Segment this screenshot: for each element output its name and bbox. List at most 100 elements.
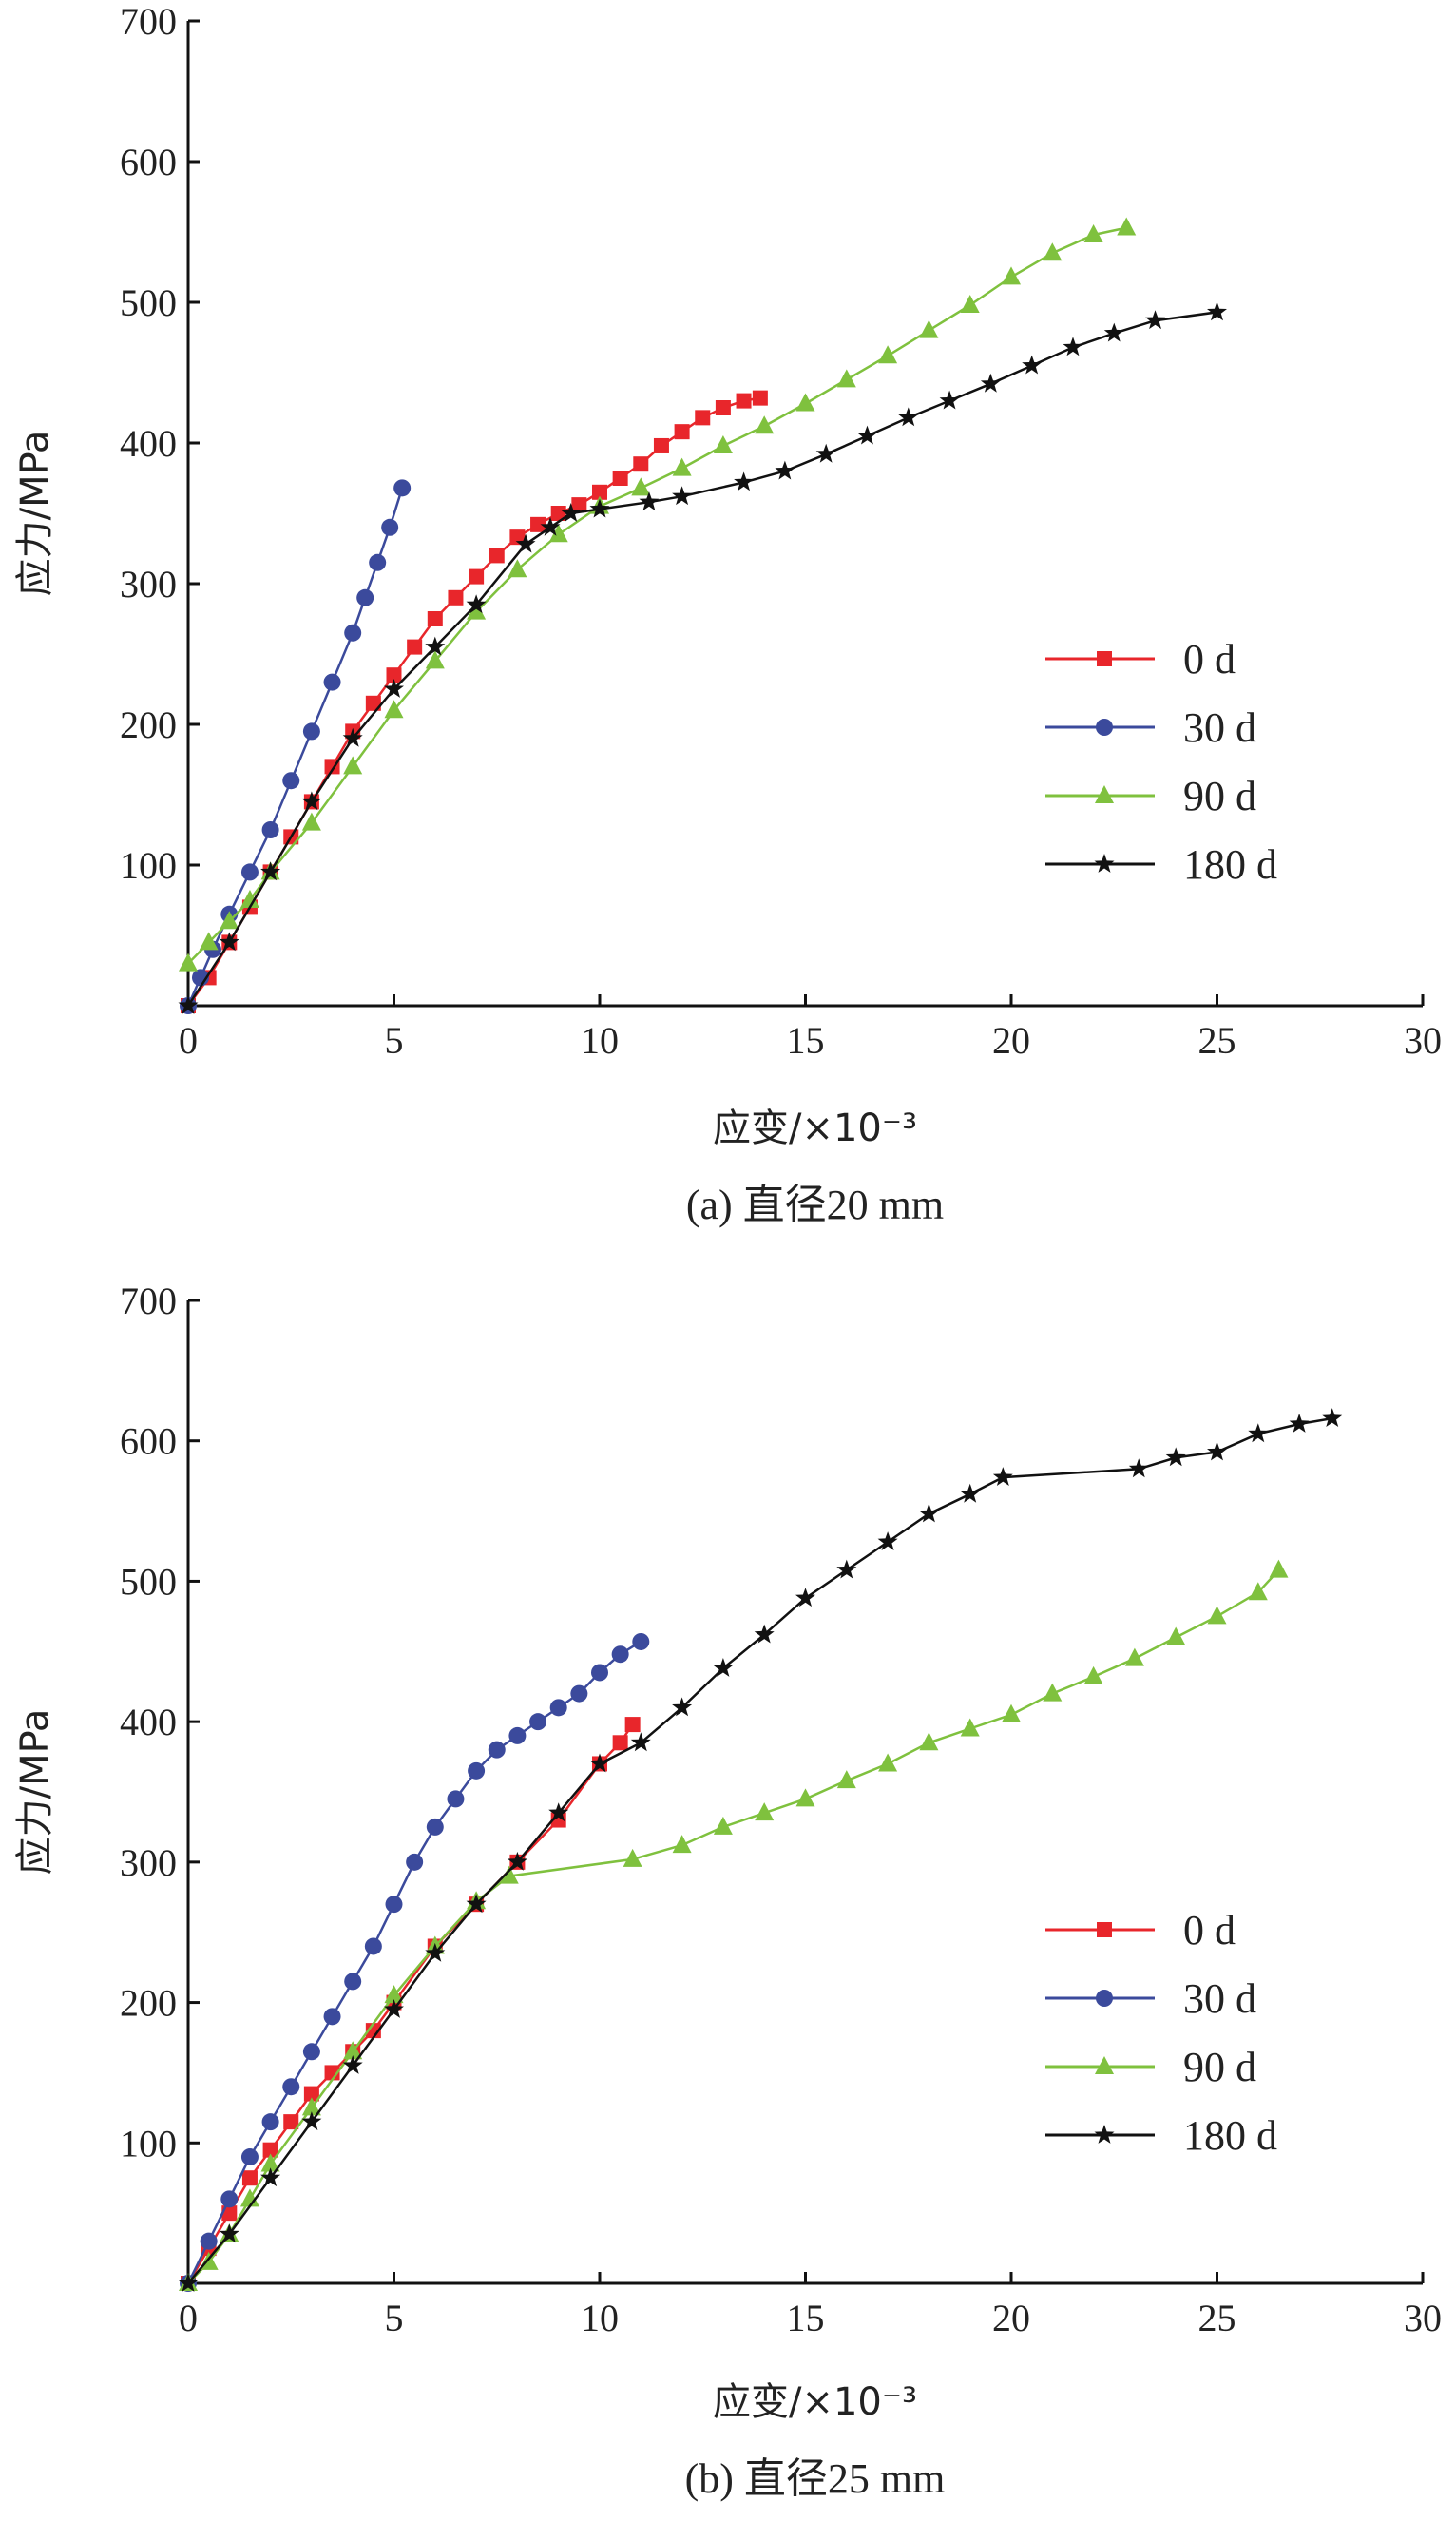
data-point <box>384 679 404 698</box>
data-point <box>540 516 561 536</box>
data-point <box>1002 1703 1021 1722</box>
data-point <box>365 695 381 711</box>
y-tick-label: 400 <box>120 422 177 465</box>
data-point <box>303 2086 319 2102</box>
y-tick-label: 300 <box>120 563 177 606</box>
data-point <box>878 345 898 364</box>
data-point <box>755 1802 775 1821</box>
data-point <box>260 2153 280 2172</box>
data-point <box>448 589 464 606</box>
data-point <box>561 503 582 522</box>
data-point <box>672 486 693 506</box>
y-axis-title: 应力/MPa <box>13 431 57 597</box>
data-point <box>632 1632 650 1650</box>
legend-item: 0 d <box>1045 636 1236 683</box>
data-point <box>775 460 795 480</box>
panel-caption: (b) 直径25 mm <box>685 2455 946 2502</box>
legend-label: 30 d <box>1183 704 1256 751</box>
data-point <box>549 1699 567 1717</box>
data-point <box>381 518 399 536</box>
data-point <box>1248 1582 1268 1601</box>
data-point <box>301 812 321 831</box>
data-point <box>323 2008 341 2026</box>
data-point <box>384 700 404 719</box>
data-point <box>179 953 198 972</box>
data-point <box>282 2078 300 2096</box>
data-point <box>623 1848 642 1867</box>
data-point <box>240 2148 259 2166</box>
data-point <box>624 1717 641 1733</box>
data-point <box>425 636 446 656</box>
data-point <box>1128 1458 1149 1478</box>
data-point <box>672 1835 692 1854</box>
legend-item: 180 d <box>1045 841 1277 888</box>
y-tick-label: 500 <box>120 281 177 324</box>
series-90-d <box>179 217 1137 972</box>
x-tick-label: 20 <box>992 2297 1030 2339</box>
data-point <box>1248 1423 1269 1443</box>
data-point <box>508 559 527 578</box>
data-point <box>631 477 651 496</box>
data-point <box>878 1753 898 1772</box>
data-point <box>550 506 566 521</box>
data-point <box>1166 1626 1186 1645</box>
series-line <box>186 311 1217 1007</box>
legend-item: 30 d <box>1045 704 1256 751</box>
series-line <box>187 1416 1332 2284</box>
data-point <box>468 1761 486 1780</box>
legend-marker <box>1096 1990 1113 2007</box>
legend-item: 180 d <box>1045 2112 1277 2159</box>
data-point <box>795 1788 815 1807</box>
data-point <box>592 484 607 500</box>
data-point <box>386 667 402 683</box>
data-point <box>239 2188 259 2207</box>
x-axis-title: 应变/×10⁻³ <box>713 1107 917 1150</box>
panel-a: 100 200 300 400 500 600 700 0 5 10 15 20 25 30 应力/MPa 应… <box>13 0 1442 1228</box>
x-tick-label: 5 <box>385 2297 404 2339</box>
data-point <box>992 1467 1013 1486</box>
y-tick-label: 100 <box>120 2122 177 2165</box>
legend-label: 0 d <box>1183 636 1236 683</box>
data-point <box>960 1718 980 1737</box>
data-point <box>488 1741 506 1759</box>
data-point <box>369 553 387 571</box>
data-point <box>1083 1665 1103 1684</box>
data-point <box>980 373 1001 393</box>
data-point <box>815 443 836 463</box>
data-point <box>384 1999 404 2018</box>
data-point <box>674 424 690 440</box>
data-point <box>795 393 815 412</box>
data-point <box>612 471 628 486</box>
series-30-d <box>180 479 412 1014</box>
series-line <box>187 226 1127 965</box>
data-point <box>364 1937 382 1955</box>
data-point <box>466 1894 487 1914</box>
data-point <box>1207 1441 1227 1461</box>
data-point <box>695 410 711 426</box>
data-point <box>469 568 485 585</box>
legend-marker <box>1097 651 1112 666</box>
data-point <box>857 425 877 445</box>
data-point <box>877 1531 898 1550</box>
y-tick-label: 300 <box>120 1841 177 1884</box>
data-point <box>301 2111 322 2130</box>
series-180-d <box>178 301 1227 1014</box>
data-point <box>1043 242 1063 261</box>
data-point <box>508 1726 527 1744</box>
data-point <box>356 588 374 606</box>
data-point <box>344 624 362 642</box>
data-point <box>219 2223 239 2243</box>
data-point <box>836 1559 857 1579</box>
y-axis-title: 应力/MPa <box>13 1709 57 1876</box>
data-point <box>754 1624 775 1644</box>
data-point <box>447 1790 465 1808</box>
x-tick-label: 30 <box>1404 1019 1442 1062</box>
legend-label: 90 d <box>1183 773 1256 819</box>
legend: 0 d 30 d 90 d 180 d <box>1045 1907 1277 2159</box>
data-point <box>752 390 768 406</box>
data-point <box>342 727 363 747</box>
legend-marker <box>1095 785 1114 803</box>
y-tick-label: 700 <box>120 0 177 43</box>
data-point <box>571 497 587 513</box>
